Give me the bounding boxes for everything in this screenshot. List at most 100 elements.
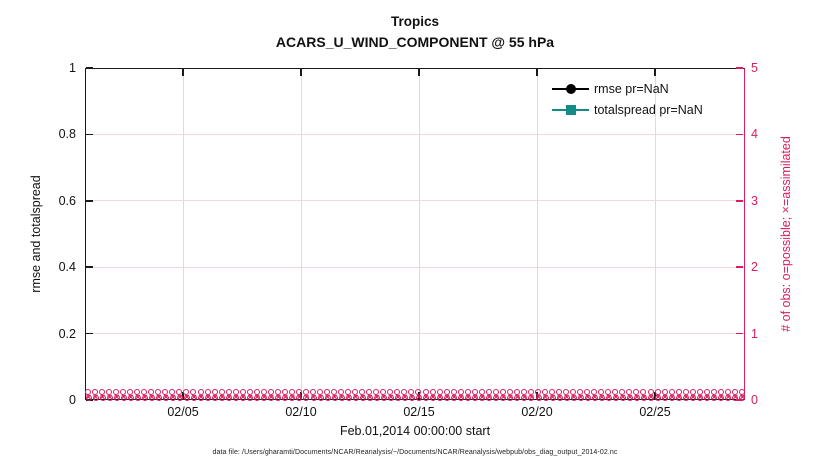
possible-obs-marker-row [85,389,746,395]
possible-obs-marker [457,389,464,395]
assimilated-x-glyph: × [141,392,148,403]
assimilated-obs-marker: × [451,392,458,403]
assimilated-obs-marker: × [739,392,746,403]
possible-obs-marker [591,389,598,395]
top-tick-mark [654,69,656,76]
right-tick-label: 4 [751,127,758,142]
assimilated-obs-marker: × [324,392,331,403]
assimilated-obs-marker: × [240,392,247,403]
x-tick-label: 02/20 [521,405,553,419]
possible-obs-marker [633,395,640,401]
possible-obs-marker [703,389,710,395]
possible-obs-marker [485,389,492,395]
possible-obs-marker [169,389,176,395]
assimilated-x-glyph: × [275,392,282,403]
possible-obs-marker [352,389,359,395]
assimilated-x-glyph: × [591,392,598,403]
assimilated-obs-marker: × [655,392,662,403]
possible-obs-marker [584,389,591,395]
assimilated-x-glyph: × [240,392,246,403]
possible-obs-marker [401,389,408,395]
assimilated-obs-marker: × [373,392,380,403]
possible-obs-marker [478,389,485,395]
possible-obs-marker [275,395,282,401]
square-marker-icon [565,104,576,115]
assimilated-x-glyph: × [648,392,654,403]
assimilated-obs-marker: × [556,392,563,403]
assimilated-obs-marker: × [219,392,226,403]
possible-obs-marker [443,389,450,395]
assimilated-x-glyph: × [451,392,457,403]
possible-obs-marker [697,395,704,401]
possible-obs-marker [148,395,155,401]
assimilated-x-glyph: × [205,392,211,403]
assimilated-obs-marker: × [190,392,197,403]
possible-obs-marker [598,395,605,401]
right-tick-label: 3 [751,193,758,208]
possible-obs-marker [387,389,394,395]
possible-obs-marker [444,395,451,401]
assimilated-x-glyph: × [127,392,134,403]
possible-obs-marker [690,395,697,401]
assimilated-x-glyph: × [627,392,633,403]
assimilated-obs-marker: × [648,392,655,403]
assimilated-x-glyph: × [92,392,99,403]
assimilated-x-glyph: × [556,392,563,403]
y-gridline [86,266,744,268]
possible-obs-marker [521,395,528,401]
left-axis-label: rmse and totalspread [29,175,43,293]
assimilated-obs-marker: × [472,392,479,403]
legend-line-sample [552,83,589,95]
possible-obs-marker [612,395,619,401]
assimilated-x-glyph: × [99,392,106,403]
assimilated-x-glyph: × [219,392,225,403]
possible-obs-marker [661,389,668,395]
assimilated-x-glyph: × [606,392,612,403]
assimilated-obs-marker: × [577,392,584,403]
possible-obs-marker [303,395,310,401]
assimilated-obs-marker: × [542,392,549,403]
x-tick-label: 02/05 [167,405,199,419]
possible-obs-marker [176,389,183,395]
possible-obs-marker [542,395,549,401]
assimilated-x-glyph: × [634,392,640,403]
possible-obs-marker [317,395,324,401]
possible-obs-marker [190,395,197,401]
possible-obs-marker [655,395,662,401]
possible-obs-marker [373,389,380,395]
assimilated-x-glyph: × [282,392,289,403]
assimilated-obs-marker: × [296,392,303,403]
assimilated-x-glyph: × [395,392,401,403]
circle-marker-icon [565,83,576,94]
assimilated-x-glyph: × [134,392,141,403]
left-tick-label: 1 [69,61,76,75]
plot-area [85,68,745,400]
assimilated-x-glyph: × [254,392,261,403]
legend-item: rmse pr=NaN [552,78,703,99]
possible-obs-marker [296,395,303,401]
assimilated-x-glyph: × [437,392,443,403]
assimilated-x-glyph: × [725,392,732,403]
x-gridline [654,68,656,400]
assimilated-obs-marker: × [359,392,366,403]
possible-obs-marker [683,395,690,401]
assimilated-obs-marker: × [633,392,640,403]
assimilated-x-glyph: × [444,392,450,403]
possible-obs-marker [717,389,724,395]
assimilated-x-glyph: × [599,392,605,403]
possible-obs-marker [219,395,226,401]
x-gridline [418,68,420,400]
assimilated-obs-marker: × [640,392,647,403]
assimilated-x-glyph: × [156,392,162,403]
right-tick-mark [736,266,743,268]
possible-obs-marker [352,395,359,401]
assimilated-x-glyph: × [374,392,380,403]
assimilated-x-glyph: × [381,392,387,403]
assimilated-x-glyph: × [669,392,675,403]
possible-obs-marker [120,389,127,395]
assimilated-obs-marker: × [584,392,591,403]
possible-obs-marker [401,395,408,401]
possible-obs-marker [211,389,218,395]
assimilated-x-glyph: × [296,392,303,403]
possible-obs-marker [514,395,521,401]
